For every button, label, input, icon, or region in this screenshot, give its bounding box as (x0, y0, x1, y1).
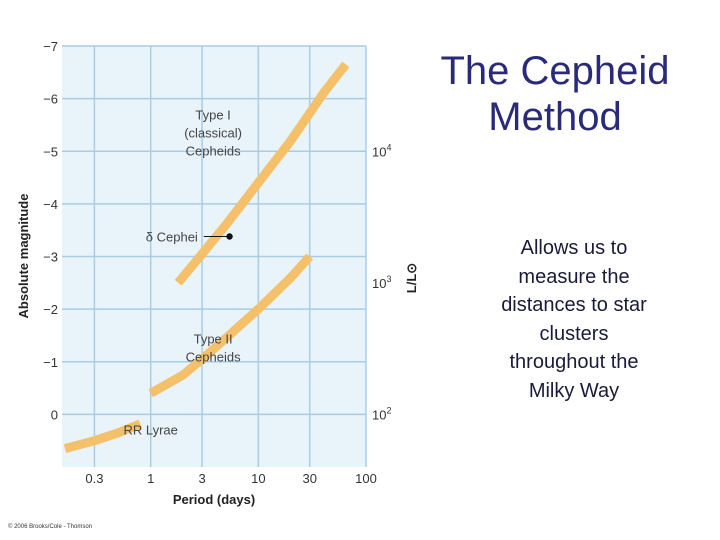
y-tick-label: −5 (43, 144, 58, 159)
body-line-6: Milky Way (528, 379, 620, 402)
x-tick-label: 10 (251, 471, 265, 486)
series-label-1: Type I (195, 108, 230, 123)
y-tick-label: −4 (43, 197, 58, 212)
series-band-3 (63, 419, 143, 453)
y-tick-label: −6 (43, 92, 58, 107)
series-label-3: RR Lyrae (123, 422, 177, 437)
y-tick-label: −2 (43, 302, 58, 317)
slide-title: The Cepheid Method (400, 48, 710, 140)
y2-tick-label: 102 (372, 405, 391, 422)
series-label-2: Cepheids (186, 349, 241, 364)
body-line-4: clusters (539, 322, 609, 345)
y-tick-label: −1 (43, 355, 58, 370)
body-line-3: distances to star (501, 294, 647, 316)
series-band-2 (148, 253, 314, 398)
series-band-1 (174, 61, 350, 286)
body-line-5: throughout the (509, 351, 639, 373)
y-tick-label: −3 (43, 250, 58, 265)
title-line-2: Method (488, 95, 622, 139)
body-line-2: measure the (518, 265, 630, 288)
chart-points (203, 233, 233, 240)
x-tick-label: 1 (147, 471, 154, 486)
series-label-1: (classical) (184, 126, 242, 141)
y2-tick-label: 104 (372, 142, 391, 159)
x-tick-label: 30 (302, 471, 316, 486)
series-label-2: Type II (194, 331, 233, 346)
chart-labels: 0.3 1 3 10 30 100 −7 −6 −5 −4 −3 −2 −1 0 104 103 102 Type… (43, 39, 391, 486)
slide-body-text: Allows us to measure the distances to st… (476, 234, 672, 405)
y2-axis-label: L/L⊙ (404, 263, 419, 293)
delta-cephei-point (226, 233, 233, 240)
y-tick-label: 0 (51, 407, 58, 422)
title-line-1: The Cepheid (440, 49, 670, 93)
y2-tick-exponent: 3 (386, 274, 391, 284)
y2-tick-label: 103 (372, 274, 391, 291)
x-tick-label: 3 (198, 471, 205, 486)
x-tick-label: 0.3 (85, 471, 103, 486)
chart-grid (62, 45, 367, 467)
x-tick-label: 100 (355, 471, 377, 486)
x-axis-label: Period (days) (173, 492, 255, 507)
y-tick-label: −7 (43, 39, 58, 54)
y2-tick-exponent: 2 (386, 405, 391, 415)
body-line-1: Allows us to (520, 237, 628, 259)
copyright-credit: © 2006 Brooks/Cole - Thomson (8, 524, 93, 530)
series-label-1: Cepheids (186, 144, 241, 159)
annotation-label: δ Cephei (146, 230, 198, 245)
y2-tick-exponent: 4 (386, 142, 391, 152)
chart-bands (63, 61, 350, 453)
y-axis-label: Absolute magnitude (16, 194, 31, 319)
